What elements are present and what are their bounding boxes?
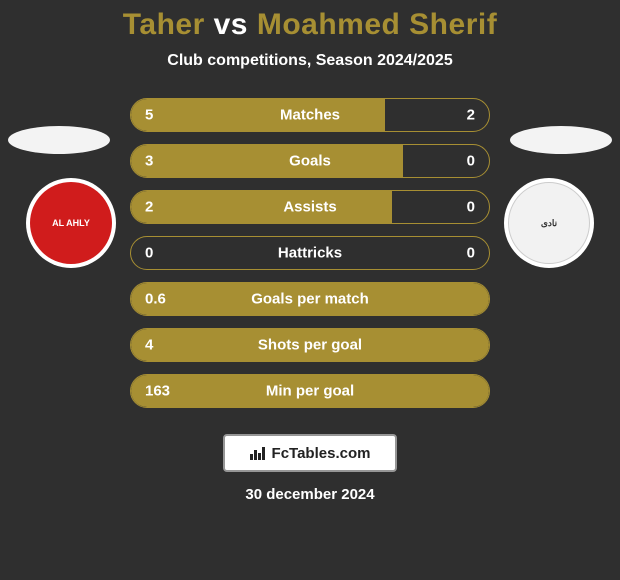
stat-label: Matches	[280, 107, 340, 124]
club-crest-right-label: نادى	[508, 182, 590, 264]
stat-label: Hattricks	[278, 245, 342, 262]
chart-icon	[250, 446, 266, 460]
stat-value-left: 0.6	[145, 291, 166, 308]
page-title: Taher vs Moahmed Sherif	[0, 8, 620, 42]
stat-value-left: 4	[145, 337, 153, 354]
footer-date: 30 december 2024	[0, 486, 620, 503]
stat-row-fill	[131, 99, 385, 131]
stat-value-right: 0	[467, 199, 475, 216]
stat-row: 0 Hattricks 0	[130, 236, 490, 270]
player2-name: Moahmed Sherif	[257, 8, 497, 41]
stat-row: 0.6 Goals per match	[130, 282, 490, 316]
stat-row: 163 Min per goal	[130, 374, 490, 408]
stat-value-right: 0	[467, 153, 475, 170]
stat-label: Assists	[283, 199, 336, 216]
stat-value-left: 2	[145, 199, 153, 216]
club-crest-right: نادى	[504, 178, 594, 268]
stat-row: 3 Goals 0	[130, 144, 490, 178]
stat-value-left: 5	[145, 107, 153, 124]
stat-row: 5 Matches 2	[130, 98, 490, 132]
subtitle: Club competitions, Season 2024/2025	[0, 52, 620, 70]
club-crest-left-label: AL AHLY	[30, 182, 112, 264]
stat-value-right: 0	[467, 245, 475, 262]
brand-badge: FcTables.com	[223, 434, 397, 472]
player1-shadow-ellipse	[8, 126, 110, 154]
stat-value-left: 163	[145, 383, 170, 400]
vs-separator: vs	[214, 8, 248, 41]
stat-row-fill	[131, 191, 392, 223]
brand-name: FcTables.com	[272, 445, 371, 462]
stat-rows: 5 Matches 2 3 Goals 0 2 Assists 0 0 Hattricks 0 0.6 G…	[130, 98, 490, 408]
stat-value-left: 3	[145, 153, 153, 170]
stat-label: Shots per goal	[258, 337, 362, 354]
stat-row: 4 Shots per goal	[130, 328, 490, 362]
stat-label: Goals	[289, 153, 331, 170]
club-crest-left: AL AHLY	[26, 178, 116, 268]
stat-value-left: 0	[145, 245, 153, 262]
stat-value-right: 2	[467, 107, 475, 124]
player1-name: Taher	[123, 8, 205, 41]
stat-label: Min per goal	[266, 383, 354, 400]
player2-shadow-ellipse	[510, 126, 612, 154]
stat-row: 2 Assists 0	[130, 190, 490, 224]
stat-label: Goals per match	[251, 291, 369, 308]
stat-row-fill	[131, 145, 403, 177]
